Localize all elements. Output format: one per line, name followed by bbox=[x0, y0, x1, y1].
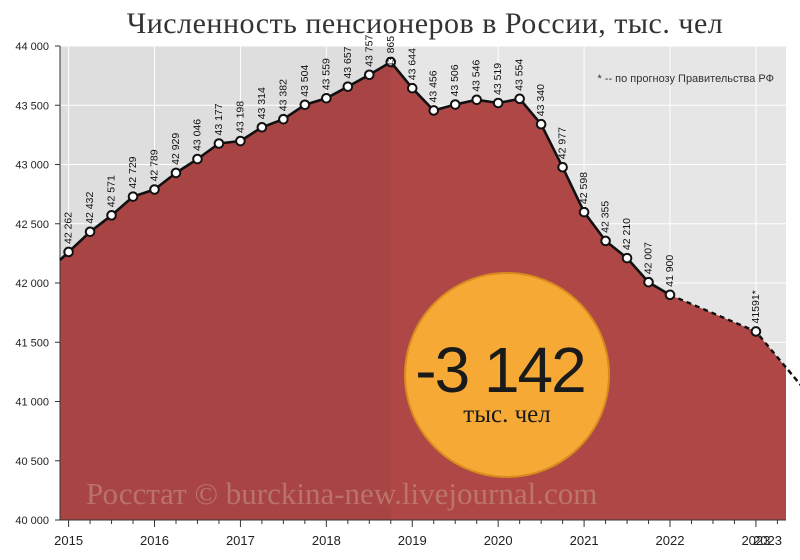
data-point bbox=[256, 121, 268, 133]
data-label: 43 865 bbox=[385, 36, 397, 68]
x-tick-label: 2023 bbox=[741, 533, 770, 548]
forecast-note: * -- по прогнозу Правительства РФ bbox=[597, 73, 774, 85]
data-point bbox=[127, 191, 139, 202]
data-label: 43 382 bbox=[277, 79, 289, 111]
data-label: 43 198 bbox=[234, 101, 246, 133]
x-tick-label: 2016 bbox=[140, 533, 169, 548]
badge-unit: тыс. чел bbox=[463, 401, 550, 428]
data-point bbox=[535, 118, 547, 130]
data-point bbox=[149, 184, 160, 195]
data-label: 43 657 bbox=[342, 46, 354, 78]
data-point bbox=[428, 105, 440, 116]
area-fill bbox=[60, 62, 800, 520]
data-point bbox=[471, 94, 482, 106]
data-label: 43 314 bbox=[256, 87, 268, 119]
difference-badge: -3 142 тыс. чел bbox=[404, 272, 610, 478]
data-label: 43 456 bbox=[428, 70, 440, 102]
data-point bbox=[63, 246, 74, 258]
y-tick-label: 42 000 bbox=[15, 278, 49, 290]
x-tick-label: 2017 bbox=[226, 533, 255, 548]
data-label: 43 644 bbox=[406, 48, 418, 80]
data-labels: 42 262 42 432 42 571 42 729 42 789 42 929 43 0… bbox=[63, 35, 762, 324]
data-point bbox=[578, 206, 590, 218]
data-point bbox=[342, 81, 354, 92]
data-label: 43 177 bbox=[213, 103, 225, 135]
x-tick-label: 2021 bbox=[570, 533, 599, 548]
data-point bbox=[621, 252, 633, 264]
data-label: 43 506 bbox=[449, 64, 461, 96]
data-point bbox=[213, 138, 225, 149]
x-tick-label: 2022 bbox=[656, 533, 685, 548]
y-axis-ticks: 40 000 40 500 41 000 41 500 42 000 42 500 43 0… bbox=[15, 41, 61, 527]
x-tick-label: 2023 bbox=[753, 533, 782, 548]
data-point bbox=[321, 92, 332, 104]
data-label: 43 340 bbox=[535, 84, 547, 116]
data-point bbox=[235, 135, 246, 147]
y-tick-label: 40 500 bbox=[15, 456, 49, 468]
data-point bbox=[449, 99, 461, 110]
data-point bbox=[406, 82, 418, 94]
data-label: 42 929 bbox=[170, 133, 182, 165]
data-point bbox=[557, 161, 568, 173]
watermark: Росстат © burckina-new.livejournal.com bbox=[86, 476, 597, 511]
data-label: 43 559 bbox=[320, 58, 332, 90]
data-label: 42 355 bbox=[600, 201, 612, 233]
y-tick-label: 41 000 bbox=[15, 397, 49, 409]
data-point bbox=[492, 97, 504, 109]
y-tick-label: 44 000 bbox=[15, 41, 49, 53]
badge-circle bbox=[404, 272, 610, 478]
data-point bbox=[299, 99, 311, 111]
data-label: 41591* bbox=[750, 290, 762, 323]
x-tick-label: 2018 bbox=[312, 533, 341, 548]
series-line-forecast bbox=[669, 293, 800, 387]
data-label: 43 757 bbox=[363, 35, 375, 67]
area-fill-shade bbox=[60, 62, 391, 520]
data-point bbox=[192, 153, 203, 165]
data-point bbox=[106, 210, 117, 221]
data-label: 41 900 bbox=[664, 255, 676, 287]
plot-area bbox=[60, 45, 800, 521]
data-point bbox=[600, 235, 611, 247]
y-tick-label: 43 500 bbox=[15, 100, 49, 112]
data-point bbox=[664, 289, 676, 301]
data-label: 43 554 bbox=[514, 59, 526, 91]
data-label: 42 789 bbox=[149, 149, 161, 181]
data-label: 42 598 bbox=[578, 172, 590, 204]
data-label: 42 571 bbox=[106, 175, 118, 207]
data-point bbox=[278, 113, 289, 125]
x-tick-label: 2015 bbox=[54, 533, 83, 548]
data-point bbox=[385, 56, 397, 68]
data-label: 42 210 bbox=[621, 218, 633, 250]
badge-value: -3 142 bbox=[415, 334, 584, 406]
data-label: 42 007 bbox=[643, 242, 655, 274]
data-label: 43 519 bbox=[492, 63, 504, 95]
data-point bbox=[84, 226, 96, 238]
data-label: 43 546 bbox=[471, 60, 483, 92]
data-label: 42 432 bbox=[84, 192, 96, 224]
chart-title: Численность пенсионеров в России, тыс. ч… bbox=[127, 7, 724, 40]
data-point bbox=[170, 167, 182, 179]
x-tick-label: 2020 bbox=[484, 533, 513, 548]
data-label: 43 504 bbox=[299, 65, 311, 97]
data-point bbox=[364, 69, 375, 81]
data-point bbox=[643, 276, 654, 288]
data-point bbox=[514, 93, 525, 105]
data-point bbox=[750, 326, 762, 337]
y-tick-label: 43 000 bbox=[15, 160, 49, 172]
y-tick-label: 40 000 bbox=[15, 515, 49, 527]
data-label: 42 977 bbox=[557, 127, 569, 159]
data-points bbox=[63, 56, 762, 337]
y-tick-label: 41 500 bbox=[15, 337, 49, 349]
x-tick-label: 2019 bbox=[398, 533, 427, 548]
data-label: 42 729 bbox=[127, 156, 139, 188]
data-label: 42 262 bbox=[63, 212, 75, 244]
data-label: 43 046 bbox=[192, 119, 204, 151]
y-tick-label: 42 500 bbox=[15, 219, 49, 231]
